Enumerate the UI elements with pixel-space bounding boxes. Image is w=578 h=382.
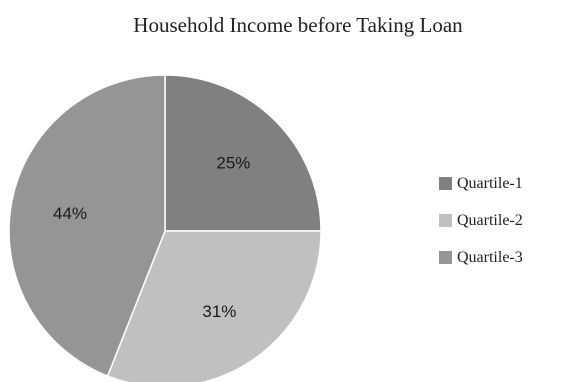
pie-slice-quartile-1 [164,74,322,232]
legend-label-quartile-1: Quartile-1 [457,175,523,192]
legend-swatch-quartile-3 [439,251,452,264]
legend-swatch-quartile-2 [439,214,452,227]
pie-slice-quartile-3 [8,74,166,378]
legend-label-quartile-2: Quartile-2 [457,212,523,229]
pie-slice-label-quartile-3: 44% [53,204,87,223]
legend-label-quartile-3: Quartile-3 [457,249,523,266]
pie-slice-labels: 25% 31% 44% [53,154,250,321]
pie-slice-label-quartile-2: 31% [202,302,236,321]
pie-slices [8,74,322,382]
pie-slice-label-quartile-1: 25% [216,154,250,173]
pie-slice-quartile-2 [106,230,322,382]
legend: Quartile-1 Quartile-2 Quartile-3 [439,175,523,266]
legend-swatch-quartile-1 [439,177,452,190]
chart-title: Household Income before Taking Loan [133,13,463,37]
